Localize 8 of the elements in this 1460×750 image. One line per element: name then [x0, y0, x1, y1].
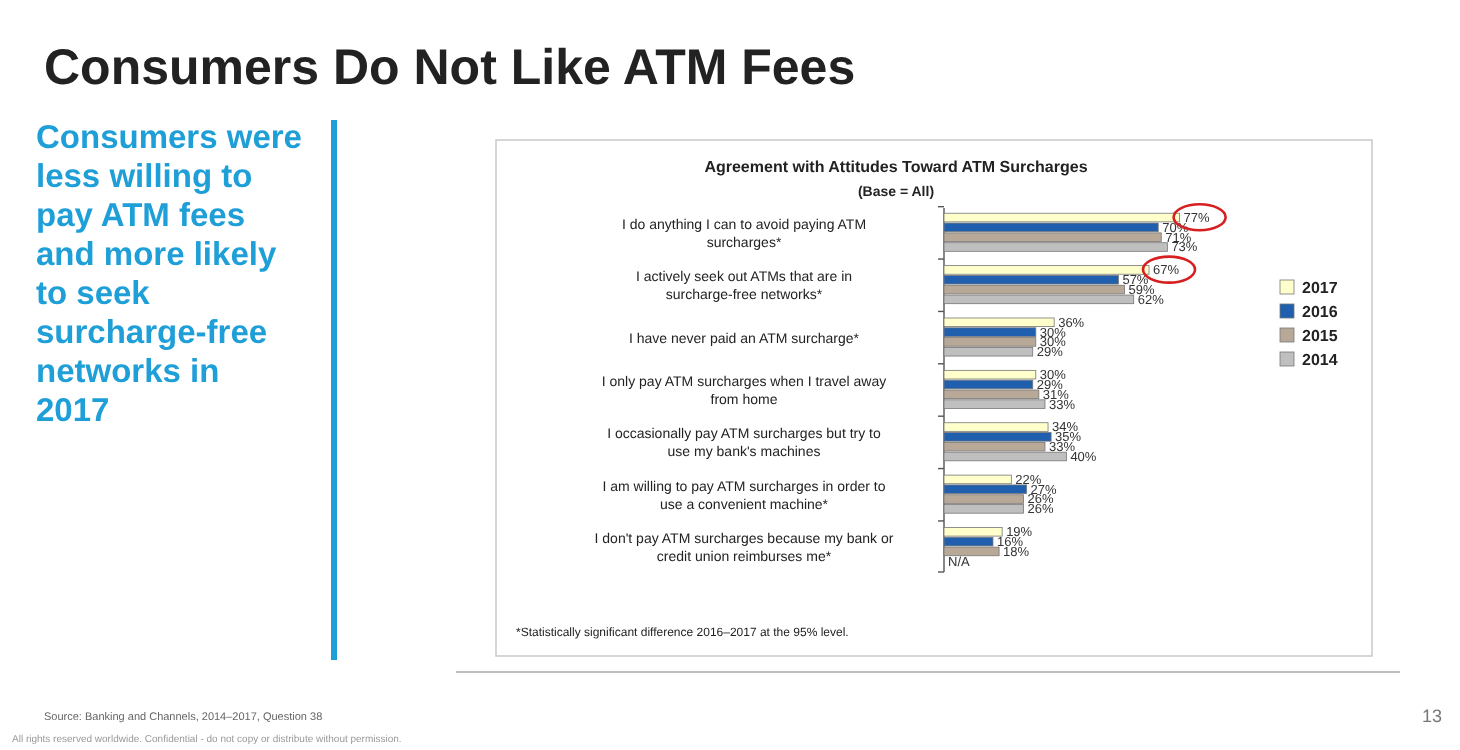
- legend-label: 2015: [1302, 327, 1339, 345]
- text: Consumers Do Not Like ATM Fees: [44, 40, 856, 96]
- legend-label: 2014: [1302, 351, 1339, 369]
- legend-label: 2017: [1302, 279, 1339, 297]
- legend-label: 2016: [1302, 303, 1339, 321]
- chart-subtitle: Agreement with Attitudes Toward ATM Surcharges: [704, 158, 1089, 176]
- text: 13: [1421, 706, 1443, 726]
- text: Consumers were less willing to pay ATM fees and more likely to seek surcharge-free networks in 2017: [36, 120, 302, 429]
